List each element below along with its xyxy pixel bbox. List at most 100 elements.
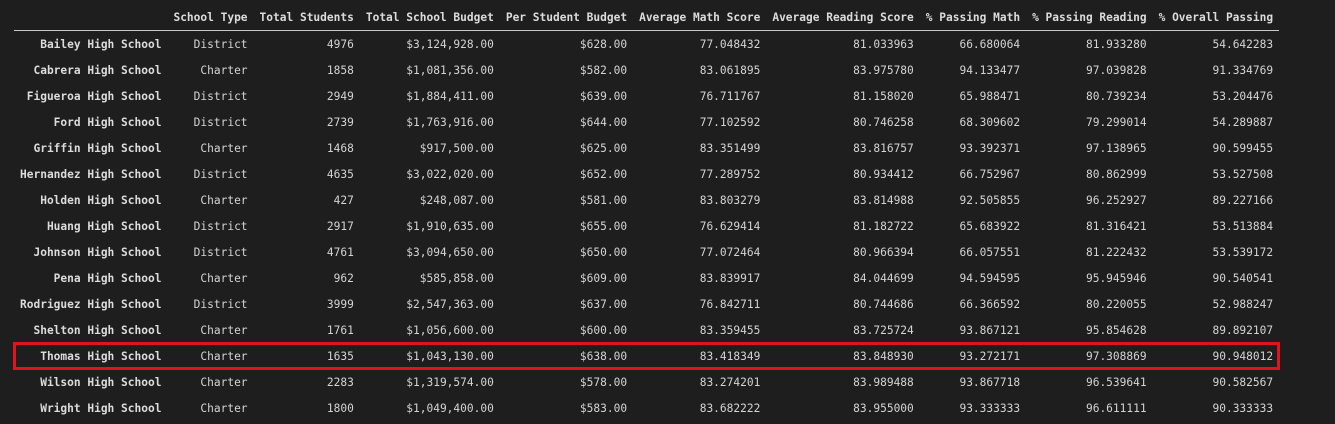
passing-math-cell: 66.680064 (959, 37, 1021, 51)
column-header-per-student-budget: Per Student Budget (505, 11, 628, 24)
total-students-cell: 1858 (326, 63, 354, 77)
table-body: Bailey High School District 4976 $3,124,928… (12, 31, 1281, 422)
total-school-budget-cell: $3,022,020.00 (406, 167, 494, 181)
school-type-cell: District (193, 219, 248, 233)
total-school-budget-cell: $1,910,635.00 (406, 219, 494, 233)
total-school-budget-cell: $1,319,574.00 (406, 375, 494, 389)
passing-math-cell: 93.867121 (959, 323, 1021, 337)
table-row: Griffin High School Charter 1468 $917,500.0… (14, 135, 1279, 161)
average-math-score-cell: 83.418349 (699, 349, 761, 363)
passing-math-cell: 66.366592 (959, 297, 1021, 311)
passing-reading-cell: 96.539641 (1085, 375, 1147, 389)
passing-math-cell: 66.057551 (959, 245, 1021, 259)
school-type-cell: Charter (200, 349, 248, 363)
average-reading-score-cell: 83.814988 (853, 193, 914, 207)
total-school-budget-cell: $1,081,356.00 (406, 63, 494, 77)
per-student-budget-cell: $639.00 (579, 89, 628, 103)
average-math-score-cell: 77.289752 (699, 167, 761, 181)
column-header-school-type: School Type (173, 11, 248, 24)
average-math-score-cell: 83.803279 (699, 193, 761, 207)
passing-math-cell: 93.392371 (959, 141, 1021, 155)
total-school-budget-cell: $1,043,130.00 (406, 349, 494, 363)
average-reading-score-cell: 81.158020 (853, 89, 914, 103)
overall-passing-cell: 90.582567 (1212, 375, 1274, 389)
average-math-score-cell: 77.048432 (699, 37, 761, 51)
school-type-cell: District (193, 245, 248, 259)
column-header-passing-reading: % Passing Reading (1032, 11, 1147, 24)
average-reading-score-cell: 83.975780 (853, 63, 914, 77)
per-student-budget-cell: $655.00 (579, 219, 628, 233)
school-name-cell: Shelton High School (33, 323, 162, 337)
passing-reading-cell: 95.854628 (1085, 323, 1147, 337)
average-math-score-cell: 83.061895 (699, 63, 761, 77)
overall-passing-cell: 53.527508 (1212, 167, 1274, 181)
school-name-cell: Ford High School (53, 115, 162, 129)
total-school-budget-cell: $1,049,400.00 (406, 401, 494, 415)
overall-passing-cell: 90.948012 (1212, 349, 1274, 363)
school-name-cell: Bailey High School (40, 37, 162, 51)
school-name-cell: Huang High School (46, 219, 162, 233)
total-students-cell: 4761 (326, 245, 354, 259)
average-reading-score-cell: 81.182722 (853, 219, 914, 233)
school-type-cell: District (193, 297, 248, 311)
overall-passing-cell: 53.513884 (1212, 219, 1274, 233)
average-math-score-cell: 83.359455 (699, 323, 761, 337)
total-school-budget-cell: $3,124,928.00 (406, 37, 494, 51)
average-reading-score-cell: 84.044699 (853, 271, 914, 285)
school-name-cell: Johnson High School (33, 245, 162, 259)
overall-passing-cell: 89.227166 (1212, 193, 1274, 207)
school-name-cell: Hernandez High School (20, 167, 162, 181)
school-name-cell: Cabrera High School (33, 63, 162, 77)
passing-reading-cell: 97.308869 (1085, 349, 1147, 363)
school-name-cell: Figueroa High School (26, 89, 162, 103)
school-name-cell: Rodriguez High School (20, 297, 162, 311)
column-header-overall-passing: % Overall Passing (1158, 11, 1274, 24)
school-type-cell: Charter (200, 375, 248, 389)
total-students-cell: 4635 (326, 167, 354, 181)
passing-reading-cell: 80.220055 (1085, 297, 1147, 311)
total-students-cell: 1635 (326, 349, 354, 363)
overall-passing-cell: 54.642283 (1212, 37, 1274, 51)
table-row: Hernandez High School District 4635 $3,022,… (14, 161, 1279, 187)
average-reading-score-cell: 83.816757 (853, 141, 914, 155)
school-type-cell: District (193, 167, 248, 181)
passing-math-cell: 93.333333 (959, 401, 1021, 415)
passing-reading-cell: 80.862999 (1085, 167, 1147, 181)
overall-passing-cell: 90.599455 (1212, 141, 1274, 155)
overall-passing-cell: 89.892107 (1212, 323, 1274, 337)
header-row: School Type Total Students Total School … (14, 5, 1280, 31)
total-school-budget-cell: $2,547,363.00 (406, 297, 494, 311)
total-students-cell: 1800 (326, 401, 354, 415)
per-student-budget-cell: $652.00 (579, 167, 628, 181)
column-header-total-school-budget: Total School Budget (365, 11, 494, 24)
average-reading-score-cell: 83.725724 (853, 323, 914, 337)
column-header-average-math-score: Average Math Score (639, 11, 761, 24)
index-header (14, 5, 167, 31)
per-student-budget-cell: $644.00 (579, 115, 628, 129)
per-student-budget-cell: $583.00 (579, 401, 628, 415)
total-school-budget-cell: $1,763,916.00 (406, 115, 494, 129)
table-row: Rodriguez High School District 3999 $2,547,… (14, 291, 1279, 317)
total-students-cell: 2917 (326, 219, 354, 233)
average-math-score-cell: 76.842711 (699, 297, 761, 311)
average-math-score-cell: 76.629414 (699, 219, 761, 233)
total-school-budget-cell: $917,500.00 (419, 141, 494, 155)
per-student-budget-cell: $581.00 (579, 193, 628, 207)
total-school-budget-cell: $585,858.00 (419, 271, 494, 285)
total-students-cell: 2283 (326, 375, 354, 389)
per-student-budget-cell: $582.00 (579, 63, 628, 77)
school-name-cell: Thomas High School (40, 349, 162, 363)
total-students-cell: 3999 (326, 297, 354, 311)
passing-reading-cell: 97.039828 (1085, 63, 1147, 77)
table-header: School Type Total Students Total School … (14, 5, 1280, 31)
average-reading-score-cell: 83.848930 (853, 349, 914, 363)
average-reading-score-cell: 80.966394 (853, 245, 914, 259)
table-row: Bailey High School District 4976 $3,124,928… (14, 31, 1279, 58)
school-type-cell: Charter (200, 271, 248, 285)
total-students-cell: 1761 (326, 323, 354, 337)
passing-math-cell: 94.133477 (959, 63, 1021, 77)
school-type-cell: District (193, 89, 248, 103)
average-reading-score-cell: 80.934412 (853, 167, 914, 181)
school-type-cell: Charter (200, 141, 248, 155)
school-name-cell: Pena High School (53, 271, 162, 285)
